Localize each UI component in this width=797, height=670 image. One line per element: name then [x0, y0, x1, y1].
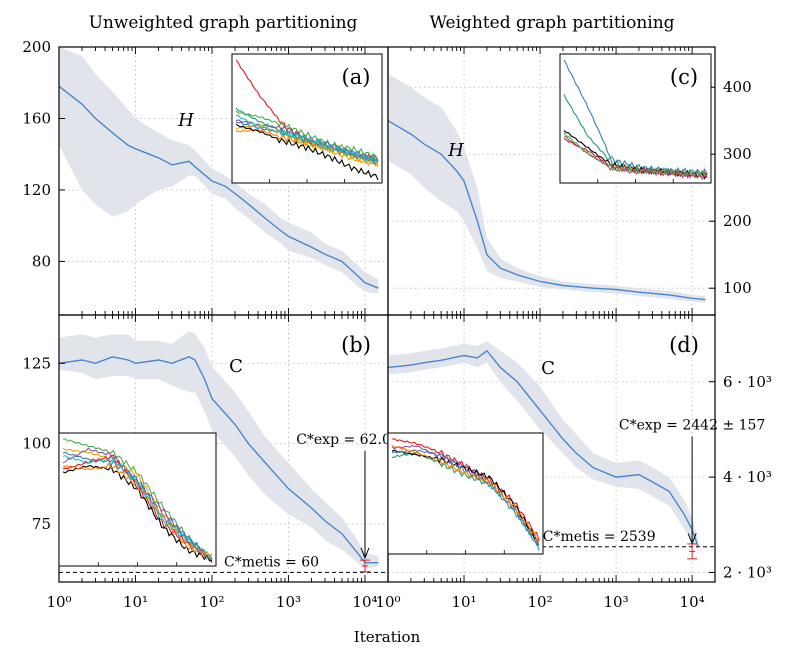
mean-line: [387, 349, 699, 547]
panel-label: (b): [341, 333, 371, 357]
x-tick-label: 10⁴: [680, 593, 705, 611]
inset-series-line: [63, 438, 213, 562]
y-tick-label: 4 · 10³: [723, 468, 772, 486]
inset-b: [58, 432, 217, 567]
x-tick-label: 10²: [199, 593, 224, 611]
annotation-arrowhead: [360, 547, 370, 560]
y-tick-label: 400: [723, 78, 752, 96]
inset-series-line: [235, 114, 379, 165]
x-tick-label: 10²: [528, 593, 553, 611]
inset-series-line: [235, 110, 379, 161]
inset-series-line: [62, 462, 213, 560]
x-tick-label: 10¹: [123, 593, 148, 611]
curve-label: C: [541, 358, 555, 379]
annotation-arrowhead: [687, 533, 697, 545]
confidence-band: [59, 331, 379, 570]
curve-label: C: [229, 356, 243, 377]
y-tick-label: 2 · 10³: [723, 563, 772, 581]
mean-line: [58, 356, 379, 564]
curve-label: H: [447, 140, 464, 161]
inset-d: [387, 432, 544, 555]
title-left: Unweighted graph partitioning: [89, 13, 358, 33]
mean-line: [387, 120, 706, 301]
confidence-band: [388, 73, 706, 303]
chart-panel-b: C*exp = 62.0 ± 1.8C*metis = 6075100125(b…: [22, 314, 434, 611]
inset-a: [231, 53, 383, 184]
y-tick-label: 75: [32, 515, 51, 533]
panel-label: (c): [670, 65, 698, 89]
inset-series-line: [563, 132, 708, 178]
x-axis-label: Iteration: [354, 628, 421, 646]
inset-series-line: [62, 454, 213, 561]
chart-panel-c: 100 200 300 400 (c) H: [387, 46, 752, 316]
inset-frame: [559, 53, 712, 184]
y-tick-label: 200: [723, 212, 752, 230]
experiment-label: C*exp = 2442 ± 157: [619, 417, 765, 433]
y-tick-label: 120: [22, 181, 51, 199]
mean-line: [58, 85, 379, 289]
chart-panel-a: 80 120 160 200 (a) H: [22, 38, 389, 316]
y-tick-label: 6 · 10³: [723, 373, 772, 391]
inset-series-line: [235, 123, 379, 181]
x-tick-label: 10¹: [451, 593, 476, 611]
inset-series-line: [62, 451, 213, 559]
y-tick-label: 200: [22, 38, 51, 56]
confidence-band: [59, 47, 379, 294]
x-tick-label: 10³: [604, 593, 629, 611]
inset-series-line: [391, 438, 540, 541]
y-tick-label: 100: [22, 435, 51, 453]
x-tick-label: 10⁴: [352, 593, 377, 611]
confidence-band: [388, 341, 699, 551]
metis-label: C*metis = 2539: [543, 529, 656, 545]
inset-series-line: [235, 123, 379, 167]
x-tick-label: 10⁰: [46, 593, 71, 611]
metis-label: C*metis = 60: [224, 554, 319, 570]
x-tick-label: 10⁰: [375, 593, 400, 611]
x-tick-label: 10³: [276, 593, 301, 611]
inset-series-line: [235, 107, 379, 162]
inset-c: [559, 53, 712, 184]
y-tick-label: 125: [22, 354, 51, 372]
panel-label: (d): [669, 333, 699, 357]
y-tick-label: 160: [22, 109, 51, 127]
inset-series-line: [391, 444, 540, 543]
panel-label: (a): [342, 65, 371, 89]
y-tick-label: 80: [32, 252, 51, 270]
y-tick-label: 300: [723, 145, 752, 163]
y-tick-label: 100: [723, 279, 752, 297]
inset-frame: [231, 53, 383, 184]
chart-panel-d: C*exp = 2442 ± 157 C*metis = 2539 2 · 10³ 4…: [375, 314, 772, 611]
curve-label: H: [177, 110, 194, 131]
title-right: Weighted graph partitioning: [429, 13, 674, 33]
inset-series-line: [563, 138, 708, 179]
